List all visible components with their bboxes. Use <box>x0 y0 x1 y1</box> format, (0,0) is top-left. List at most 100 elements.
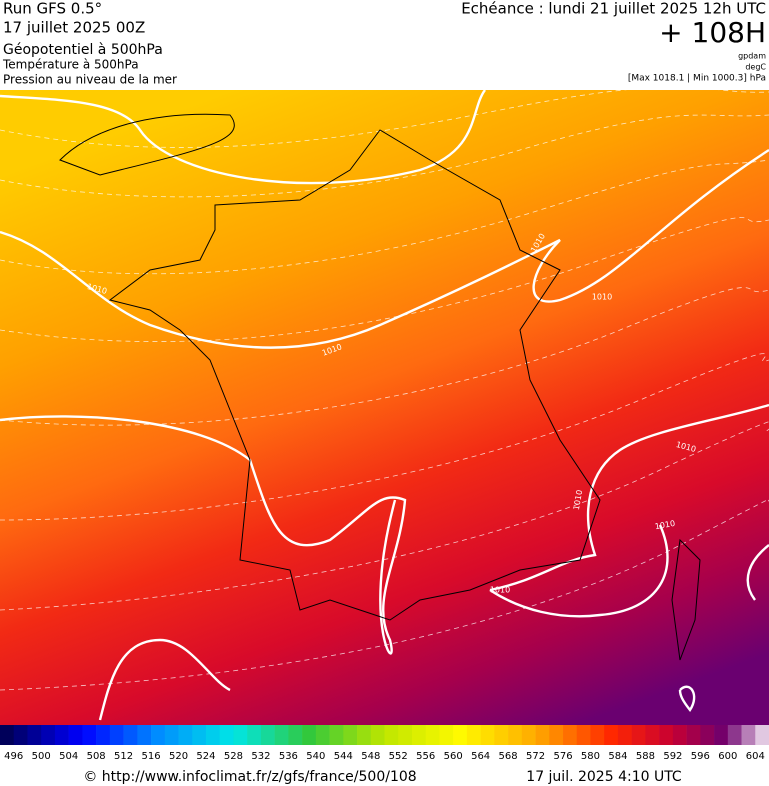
color-swatch <box>508 725 523 745</box>
color-swatch <box>357 725 372 745</box>
color-swatch <box>645 725 660 745</box>
color-swatch <box>604 725 619 745</box>
color-swatch <box>0 725 15 745</box>
color-swatch <box>466 725 481 745</box>
color-swatch <box>82 725 97 745</box>
color-swatch <box>535 725 550 745</box>
colorbar: 496 500 504 508 512 516 520 524 528 532 536 540 544 5… <box>0 725 769 762</box>
field-title: Température à 500hPa <box>2 58 139 72</box>
colorbar-label: 520 <box>169 751 188 762</box>
pressure-range: [Max 1018.1 | Min 1000.3] hPa <box>628 74 766 84</box>
color-swatch <box>617 725 632 745</box>
color-swatch <box>68 725 83 745</box>
colorbar-label: 512 <box>114 751 133 762</box>
forecast-time: Echéance : lundi 21 juillet 2025 12h UTC <box>461 0 766 18</box>
color-swatch <box>453 725 468 745</box>
color-swatch <box>549 725 564 745</box>
run-title: Run GFS 0.5° <box>3 0 102 18</box>
color-swatch <box>329 725 344 745</box>
colorbar-label: 564 <box>471 751 490 762</box>
colorbar-label: 532 <box>251 751 270 762</box>
color-swatch <box>494 725 509 745</box>
color-swatch <box>137 725 152 745</box>
color-swatch <box>41 725 56 745</box>
color-swatch <box>178 725 193 745</box>
color-swatch <box>686 725 701 745</box>
temperature-contours <box>0 86 769 691</box>
color-swatch <box>315 725 330 745</box>
color-swatch <box>521 725 536 745</box>
colorbar-label: 548 <box>361 751 380 762</box>
color-swatch <box>659 725 674 745</box>
color-swatch <box>274 725 289 745</box>
color-swatch <box>425 725 440 745</box>
colorbar-label: 536 <box>279 751 298 762</box>
colorbar-label: 580 <box>581 751 600 762</box>
colorbar-label: 508 <box>87 751 106 762</box>
color-swatch <box>727 725 742 745</box>
source-url: © http://www.infoclimat.fr/z/gfs/france/… <box>83 769 416 785</box>
color-swatch <box>123 725 138 745</box>
coastline <box>108 129 601 621</box>
colorbar-label: 496 <box>4 751 23 762</box>
color-swatch <box>755 725 769 745</box>
colorbar-label: 524 <box>196 751 215 762</box>
field-title: Pression au niveau de la mer <box>3 73 177 87</box>
colorbar-label: 588 <box>636 751 655 762</box>
colorbar-label: 584 <box>608 751 627 762</box>
color-swatch <box>302 725 317 745</box>
isobar-label: 1010 <box>572 489 584 511</box>
color-swatch <box>247 725 262 745</box>
colorbar-label: 540 <box>306 751 325 762</box>
unit: gpdam <box>738 52 766 61</box>
isobar-label: 1010 <box>654 519 676 531</box>
color-swatch <box>109 725 124 745</box>
isobar-label: 1010 <box>592 293 612 302</box>
color-swatch <box>741 725 756 745</box>
colorbar-label: 504 <box>59 751 78 762</box>
color-swatch <box>233 725 248 745</box>
color-swatch <box>288 725 303 745</box>
color-swatch <box>205 725 221 745</box>
color-swatch <box>590 725 605 745</box>
color-swatch <box>370 725 385 745</box>
color-swatch <box>13 725 28 745</box>
colorbar-label: 600 <box>718 751 737 762</box>
color-swatch <box>151 725 166 745</box>
map-field <box>0 90 769 725</box>
colorbar-label: 568 <box>499 751 518 762</box>
color-swatch <box>672 725 687 745</box>
color-swatch <box>714 725 729 745</box>
field-title: Géopotentiel à 500hPa <box>3 42 163 58</box>
color-swatch <box>700 725 715 745</box>
generation-time: 17 juil. 2025 4:10 UTC <box>526 769 682 785</box>
colorbar-label: 556 <box>416 751 435 762</box>
colorbar-label: 500 <box>32 751 51 762</box>
color-swatch <box>631 725 646 745</box>
colorbar-label: 576 <box>553 751 572 762</box>
coastline <box>59 113 701 661</box>
colorbar-label: 516 <box>142 751 161 762</box>
run-date: 17 juillet 2025 00Z <box>3 19 145 37</box>
colorbar-label: 604 <box>746 751 765 762</box>
color-swatch <box>54 725 69 745</box>
color-swatch <box>398 725 413 745</box>
color-swatch <box>563 725 578 745</box>
isobar-label: 1010 <box>490 586 510 595</box>
color-swatch <box>439 725 454 745</box>
color-swatch <box>164 725 179 745</box>
colorbar-label: 552 <box>389 751 408 762</box>
color-swatch <box>343 725 358 745</box>
color-swatch <box>576 725 591 745</box>
colorbar-label: 596 <box>691 751 710 762</box>
color-swatch <box>480 725 495 745</box>
unit: degC <box>745 63 766 72</box>
colorbar-label: 592 <box>663 751 682 762</box>
colorbar-label: 544 <box>334 751 353 762</box>
lead-time: + 108H <box>659 16 766 49</box>
isobars <box>0 89 769 721</box>
color-swatch <box>192 725 207 745</box>
color-swatch <box>260 725 275 745</box>
